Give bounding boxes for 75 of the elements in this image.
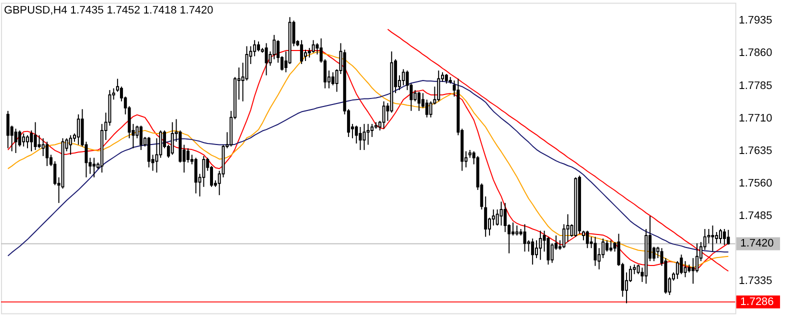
ref-line-label: 1.7420 [740,238,774,250]
candlestick [358,126,362,150]
candlestick [382,100,386,130]
candlestick [370,123,374,138]
candlestick [257,40,260,52]
candlestick [538,230,542,260]
y-tick-label: 1.7710 [738,112,772,124]
candlestick [711,225,714,252]
candlestick [726,229,730,246]
candlestick [308,47,311,58]
y-tick-label: 1.7785 [738,80,772,92]
candlestick [719,228,722,244]
candlestick [707,228,710,244]
candlestick [92,157,96,178]
candlestick [586,230,589,249]
candlestick [194,157,198,194]
y-tick-label: 1.7485 [738,210,772,222]
candlestick [53,160,56,186]
candlestick [437,70,440,102]
candlestick [76,114,80,146]
candlestick [696,242,699,273]
candlestick [170,122,174,156]
chart-title: GBPUSD,H4 1.7435 1.7452 1.7418 1.7420 [4,4,214,17]
candlestick [492,208,495,226]
candlestick [147,136,150,168]
candlestick [6,110,10,149]
candlestick [69,134,72,156]
candlestick [676,260,679,280]
y-tick-label: 1.7560 [738,177,772,190]
candlestick [531,238,534,266]
candlestick [159,130,162,158]
candlestick [692,258,695,284]
candlestick [354,125,358,144]
candlestick [140,125,143,150]
ref-line-label: 1.7286 [740,296,774,308]
candlestick [684,260,687,278]
candlestick [34,122,37,150]
candlestick [418,91,421,112]
candlestick [484,196,488,238]
y-tick-label: 1.7635 [738,144,772,157]
candlestick [26,134,29,149]
candlestick [605,240,608,252]
candlestick [504,202,507,233]
candlestick [602,238,605,259]
candlestick [722,228,726,246]
candlestick [362,123,366,150]
candlestick [515,225,518,236]
candlestick [253,40,256,57]
candlestick [512,222,514,236]
candlestick [715,232,718,244]
candlestick [42,138,45,157]
candlestick [22,132,26,148]
candlestick [366,123,370,146]
candlestick [582,230,585,241]
candlestick [312,40,315,54]
candlestick [523,224,526,252]
candlestick [444,74,448,84]
candlestick [186,148,190,164]
candlestick [609,240,612,252]
y-tick-label: 1.7335 [738,275,772,288]
candlestick [331,72,334,86]
candlestick [594,236,597,266]
candlestick [534,240,538,259]
y-tick-label: 1.7860 [738,47,772,60]
y-tick-label: 1.7935 [738,14,772,27]
candlestick [30,130,33,152]
candlestick [264,42,268,76]
candlestick [272,34,276,60]
candlestick [46,141,49,167]
candlestick [14,128,18,154]
candlestick [300,40,304,65]
candlestick [562,224,566,249]
candlestick [680,254,683,275]
candlestick [425,99,428,118]
candlestick [402,68,405,86]
